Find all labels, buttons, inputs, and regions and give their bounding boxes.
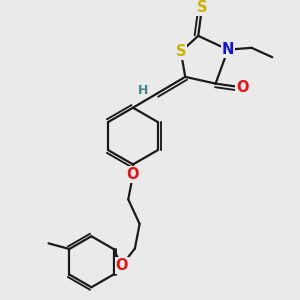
Text: O: O [127, 167, 139, 182]
Text: O: O [116, 258, 128, 273]
Text: S: S [197, 0, 207, 15]
Text: O: O [236, 80, 248, 95]
Text: N: N [222, 42, 234, 57]
Text: S: S [176, 44, 186, 59]
Text: H: H [138, 84, 148, 97]
